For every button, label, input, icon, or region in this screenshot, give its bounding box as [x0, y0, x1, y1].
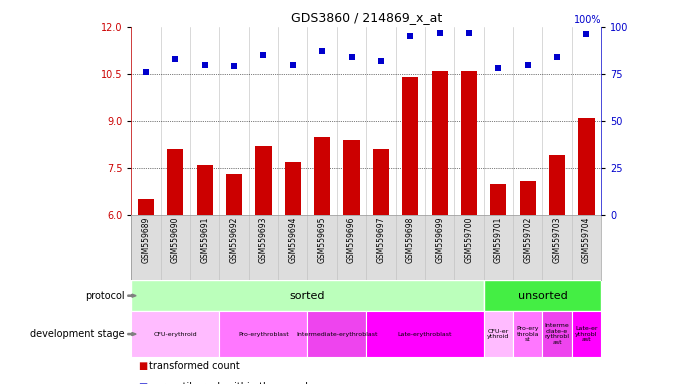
Text: CFU-erythroid: CFU-erythroid: [153, 331, 197, 337]
Text: GSM559703: GSM559703: [553, 217, 562, 263]
Bar: [484, 280, 601, 311]
Bar: [131, 280, 484, 311]
Point: [258, 52, 269, 58]
Bar: [138, 199, 154, 215]
Point: [199, 61, 210, 68]
Text: percentile rank within the sample: percentile rank within the sample: [149, 382, 314, 384]
Text: GSM559701: GSM559701: [494, 217, 503, 263]
Text: GSM559693: GSM559693: [259, 217, 268, 263]
Point: [405, 33, 416, 40]
Bar: [197, 165, 213, 215]
Text: ■: ■: [138, 382, 147, 384]
Bar: [571, 311, 601, 357]
Point: [346, 54, 357, 60]
Text: unsorted: unsorted: [518, 291, 567, 301]
Text: Late-er
ythrobl
ast: Late-er ythrobl ast: [575, 326, 598, 343]
Bar: [314, 137, 330, 215]
Text: Pro-erythroblast: Pro-erythroblast: [238, 331, 289, 337]
Bar: [167, 149, 183, 215]
Bar: [461, 71, 477, 215]
Bar: [285, 162, 301, 215]
Text: GSM559695: GSM559695: [318, 217, 327, 263]
Text: GSM559689: GSM559689: [142, 217, 151, 263]
Text: GSM559699: GSM559699: [435, 217, 444, 263]
Point: [464, 30, 475, 36]
Text: GSM559700: GSM559700: [464, 217, 473, 263]
Bar: [578, 118, 594, 215]
Bar: [491, 184, 507, 215]
Point: [522, 61, 533, 68]
Text: development stage: development stage: [30, 329, 124, 339]
Point: [551, 54, 562, 60]
Text: GSM559691: GSM559691: [200, 217, 209, 263]
Text: sorted: sorted: [290, 291, 325, 301]
Bar: [513, 311, 542, 357]
Text: Interme
diate-e
rythrobl
ast: Interme diate-e rythrobl ast: [545, 323, 569, 345]
Bar: [520, 180, 536, 215]
Text: GSM559696: GSM559696: [347, 217, 356, 263]
Bar: [343, 140, 359, 215]
Text: Intermediate-erythroblast: Intermediate-erythroblast: [296, 331, 377, 337]
Text: GSM559692: GSM559692: [229, 217, 238, 263]
Text: transformed count: transformed count: [149, 361, 239, 371]
Point: [316, 48, 328, 55]
Bar: [549, 156, 565, 215]
Text: Pro-ery
throbla
st: Pro-ery throbla st: [516, 326, 539, 343]
Text: protocol: protocol: [85, 291, 124, 301]
Bar: [307, 311, 366, 357]
Text: GSM559694: GSM559694: [288, 217, 297, 263]
Point: [375, 58, 386, 64]
Point: [434, 30, 445, 36]
Text: GSM559698: GSM559698: [406, 217, 415, 263]
Title: GDS3860 / 214869_x_at: GDS3860 / 214869_x_at: [291, 11, 442, 24]
Point: [287, 61, 299, 68]
Text: GSM559690: GSM559690: [171, 217, 180, 263]
Bar: [484, 311, 513, 357]
Text: GSM559704: GSM559704: [582, 217, 591, 263]
Bar: [402, 77, 418, 215]
Bar: [366, 311, 484, 357]
Text: Late-erythroblast: Late-erythroblast: [398, 331, 452, 337]
Bar: [542, 311, 571, 357]
Text: GSM559702: GSM559702: [523, 217, 532, 263]
Bar: [226, 174, 242, 215]
Point: [581, 31, 592, 38]
Bar: [131, 311, 219, 357]
Bar: [256, 146, 272, 215]
Text: ■: ■: [138, 361, 147, 371]
Bar: [219, 311, 307, 357]
Point: [140, 69, 151, 75]
Point: [170, 56, 181, 62]
Bar: [373, 149, 389, 215]
Text: GSM559697: GSM559697: [377, 217, 386, 263]
Text: CFU-er
ythroid: CFU-er ythroid: [487, 329, 509, 339]
Point: [493, 65, 504, 71]
Point: [229, 63, 240, 70]
Bar: [432, 71, 448, 215]
Text: 100%: 100%: [574, 15, 601, 25]
